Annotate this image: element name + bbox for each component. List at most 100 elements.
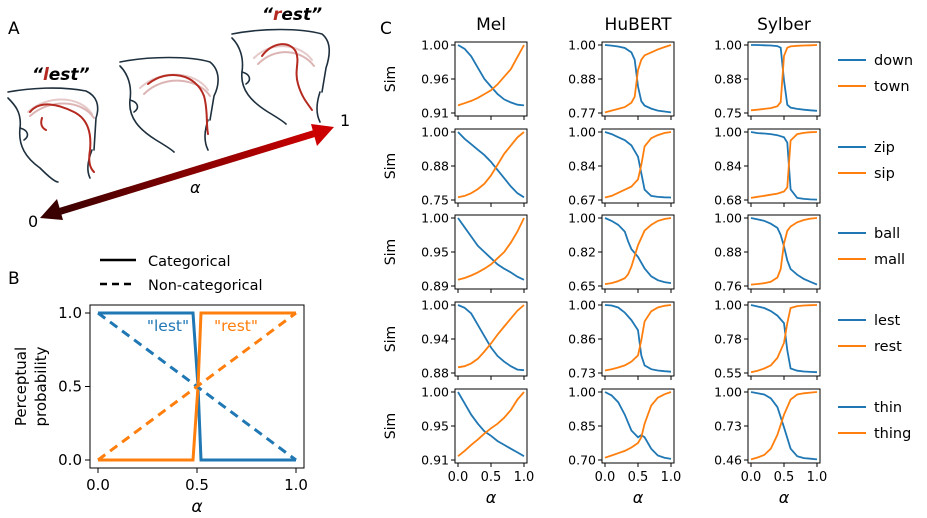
sim-ytick-label: 1.00 bbox=[714, 125, 742, 140]
subplot-mel-lest: 1.00 0.94 0.88 bbox=[421, 298, 528, 381]
sim-curve-thing bbox=[750, 391, 818, 461]
panel-c: C Mel HuBERT Sylber Sim 1.00 0.96 0.91 1.00 0.88… bbox=[380, 15, 913, 507]
legend-label-lest: lest bbox=[874, 313, 901, 329]
sim-curve-thing bbox=[604, 391, 672, 459]
subplot-sylber-down: 1.00 0.88 0.75 bbox=[714, 38, 821, 121]
sim-ytick-label: 1.00 bbox=[714, 38, 742, 53]
subplot-sylber-lest: 1.00 0.78 0.55 bbox=[714, 298, 821, 381]
sim-ytick-label: 0.46 bbox=[714, 453, 742, 468]
sim-ytick-label: 0.84 bbox=[714, 159, 742, 174]
perceptual-series-dashed-3 bbox=[97, 311, 297, 462]
sim-ytick-label: 0.73 bbox=[568, 366, 596, 381]
column-title-sylber: Sylber bbox=[757, 15, 811, 35]
sim-ytick-label: 0.88 bbox=[714, 72, 742, 87]
subplot-hubert-down: 1.00 0.88 0.77 bbox=[568, 38, 675, 121]
subplot-frame bbox=[601, 388, 675, 464]
perceptual-xtick-label-2: 1.0 bbox=[284, 476, 308, 494]
legend-label-ball: ball bbox=[874, 226, 900, 242]
sim-curve-rest bbox=[750, 304, 818, 374]
sim-ytick-label: 1.00 bbox=[568, 211, 596, 226]
sim-curve-ball bbox=[750, 217, 818, 286]
sim-curve-zip bbox=[604, 131, 672, 199]
sim-ylabel-2: Sim bbox=[383, 239, 399, 265]
sim-curve-mall bbox=[604, 217, 672, 285]
subplot-sylber-thin: 1.00 0.73 0.46 0.0 0.5 1.0 α bbox=[714, 385, 827, 508]
sim-xlabel-mel: α bbox=[486, 488, 497, 507]
sim-ytick-label: 0.82 bbox=[568, 245, 596, 260]
sim-ytick-label: 1.00 bbox=[421, 211, 449, 226]
perceptual-xlabel: α bbox=[191, 497, 202, 517]
subplot-frame bbox=[601, 214, 675, 290]
sim-ytick-label: 1.00 bbox=[421, 385, 449, 400]
sim-curve-mall bbox=[457, 217, 525, 281]
annotation-lest: "lest" bbox=[147, 317, 189, 335]
legend-label-thing: thing bbox=[874, 426, 911, 442]
subplot-mel-down: 1.00 0.96 0.91 bbox=[421, 38, 528, 121]
legend-label-zip: zip bbox=[874, 140, 895, 156]
sim-ytick-label: 0.85 bbox=[568, 419, 596, 434]
sim-ytick-label: 0.65 bbox=[568, 279, 596, 294]
legend-label-mall: mall bbox=[874, 252, 905, 268]
alpha-arrow-head-0 bbox=[40, 199, 63, 220]
sim-ytick-label: 0.68 bbox=[714, 193, 742, 208]
perceptual-chart: 0.00.0 0.5 0.5 1.0 1.0 α Perceptual probability… bbox=[12, 304, 308, 517]
sim-ytick-label: 1.00 bbox=[421, 298, 449, 313]
sim-ytick-label: 0.91 bbox=[421, 106, 449, 121]
subplot-sylber-zip: 1.00 0.84 0.68 bbox=[714, 125, 821, 208]
sim-ytick-label: 0.73 bbox=[714, 419, 742, 434]
sim-ytick-label: 1.00 bbox=[714, 211, 742, 226]
word-lest: “lest” bbox=[32, 65, 90, 85]
panel-label-b: B bbox=[8, 269, 20, 289]
vocal-tract-right bbox=[231, 28, 331, 125]
sim-ytick-label: 1.00 bbox=[568, 298, 596, 313]
subplot-hubert-ball: 1.00 0.82 0.65 bbox=[568, 211, 675, 294]
perceptual-ytick-label-0: 0.0 bbox=[58, 451, 82, 469]
sim-ytick-label: 1.00 bbox=[568, 385, 596, 400]
tongue-middle bbox=[147, 74, 209, 135]
sim-ytick-label: 1.00 bbox=[421, 38, 449, 53]
subplot-sylber-ball: 1.00 0.88 0.76 bbox=[714, 211, 821, 294]
sim-ytick-label: 0.84 bbox=[568, 159, 596, 174]
sim-ylabel-1: Sim bbox=[383, 153, 399, 179]
sim-ytick-label: 0.88 bbox=[568, 72, 596, 87]
sim-xtick-label: 0.0 bbox=[595, 470, 616, 485]
sim-curve-sip bbox=[604, 131, 672, 199]
sim-ytick-label: 0.96 bbox=[421, 72, 449, 87]
perceptual-ylabel-1: probability bbox=[32, 346, 50, 426]
sim-xtick-label: 0.0 bbox=[741, 470, 762, 485]
subplot-frame bbox=[601, 301, 675, 377]
sim-xtick-label: 0.0 bbox=[448, 470, 469, 485]
perceptual-ylabel-0: Perceptual bbox=[12, 347, 30, 426]
alpha-arrow-shaft bbox=[56, 129, 318, 216]
alpha-label-a: α bbox=[190, 178, 201, 197]
legend-categorical: Categorical bbox=[148, 254, 231, 270]
subplot-mel-thin: 1.00 0.95 0.91 0.0 0.5 1.0 α bbox=[421, 385, 534, 508]
sim-ytick-label: 0.88 bbox=[421, 159, 449, 174]
sim-ytick-label: 0.89 bbox=[421, 279, 449, 294]
column-title-mel: Mel bbox=[476, 15, 506, 35]
sim-curve-lest bbox=[604, 304, 672, 373]
sim-ytick-label: 1.00 bbox=[714, 385, 742, 400]
sim-ylabel-3: Sim bbox=[383, 326, 399, 352]
sim-ytick-label: 0.76 bbox=[714, 279, 742, 294]
alpha-arrow-head-1 bbox=[311, 124, 334, 146]
sim-ytick-label: 0.78 bbox=[714, 332, 742, 347]
sim-curve-down bbox=[604, 44, 672, 114]
sim-curve-sip bbox=[750, 131, 818, 199]
sim-xlabel-hubert: α bbox=[633, 488, 644, 507]
sim-curve-zip bbox=[457, 131, 525, 199]
panel-b-legend: Categorical Non-categorical bbox=[100, 254, 263, 294]
sim-curve-lest bbox=[457, 304, 525, 372]
legend-label-thin: thin bbox=[874, 400, 902, 416]
sim-ytick-label: 1.00 bbox=[568, 38, 596, 53]
perceptual-xtick-label-0: 0.0 bbox=[86, 476, 110, 494]
sim-curve-thin bbox=[457, 391, 525, 457]
sim-curve-rest bbox=[604, 304, 672, 372]
word-rest: “rest” bbox=[262, 5, 322, 25]
sim-curve-ball bbox=[604, 217, 672, 284]
sim-ytick-label: 0.88 bbox=[714, 245, 742, 260]
legend-label-rest: rest bbox=[874, 339, 902, 355]
sim-xtick-label: 1.0 bbox=[514, 470, 535, 485]
sim-curve-town bbox=[457, 44, 525, 107]
